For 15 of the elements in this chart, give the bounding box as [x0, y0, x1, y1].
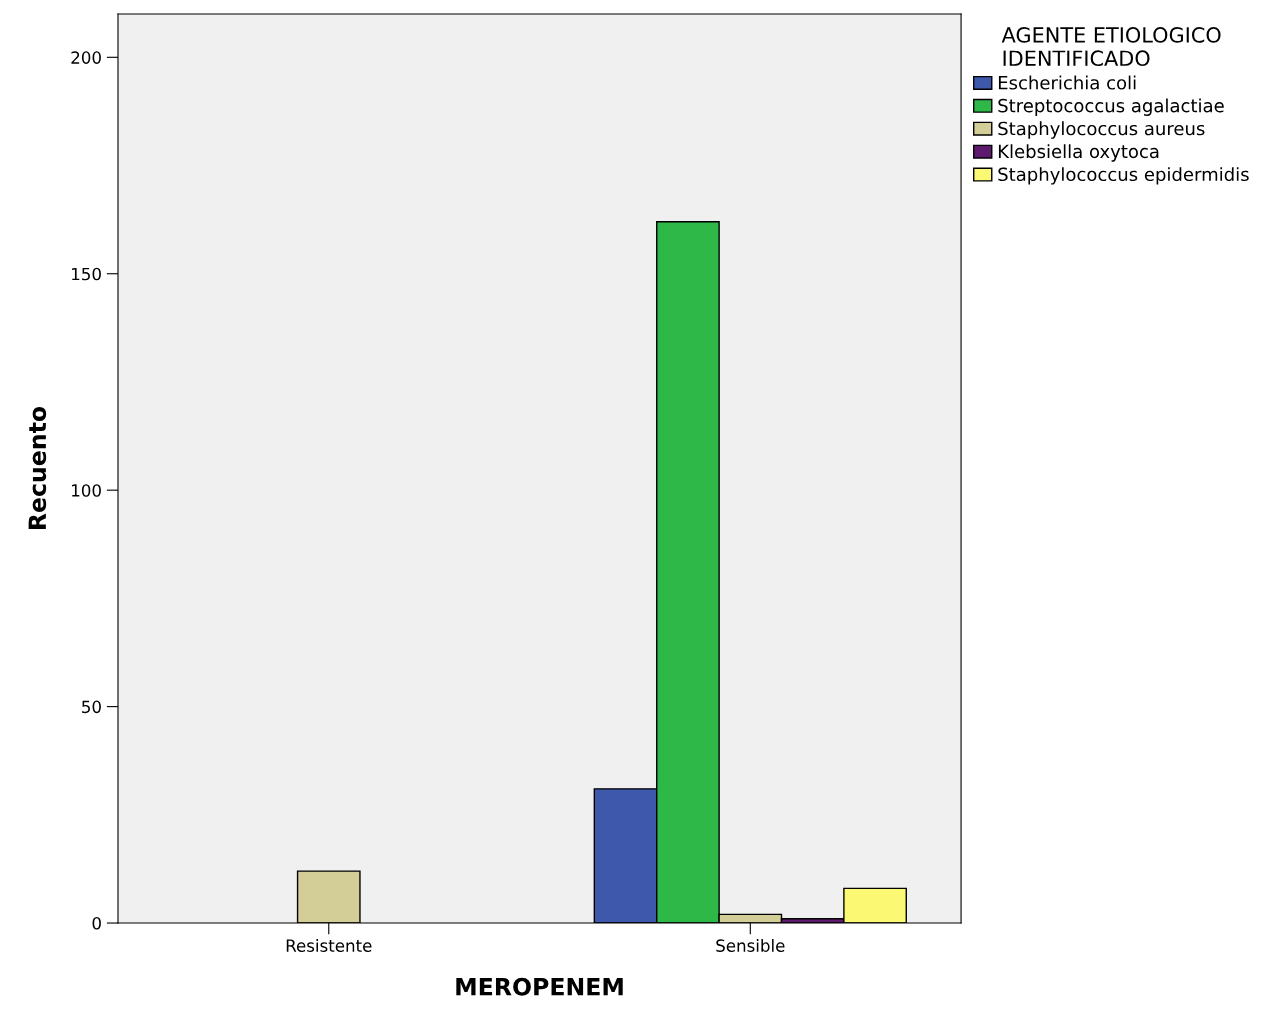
y-tick-label: 200 [71, 51, 101, 64]
x-tick-label: Sensible [716, 939, 785, 952]
legend-label: Streptococcus agalactiae [998, 98, 1224, 116]
legend-label: Escherichia coli [998, 75, 1136, 90]
x-axis-title: MEROPENEM [456, 977, 623, 996]
y-axis-title: Recuento [28, 406, 47, 530]
legend-label: Staphylococcus aureus [998, 121, 1205, 139]
legend-title: AGENTE ETIOLOGICO IDENTIFICADO [1001, 27, 1221, 67]
y-tick-label: 50 [82, 700, 101, 714]
legend-label: Staphylococcus epidermidis [998, 167, 1249, 185]
x-tick-label: Resistente [286, 939, 372, 952]
y-tick-label: 150 [72, 267, 101, 281]
y-tick-label: 0 [92, 917, 101, 930]
y-tick-label: 100 [72, 484, 101, 497]
legend-label: Klebsiella oxytoca [998, 144, 1159, 162]
